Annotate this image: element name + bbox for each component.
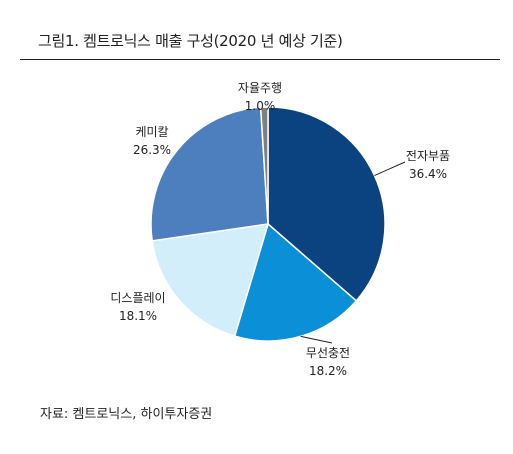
slice-value-label: 18.2%	[309, 364, 347, 378]
leader-line	[374, 161, 406, 176]
chart-title: 그림1. 켐트로닉스 매출 구성(2020 년 예상 기준)	[38, 32, 343, 50]
title-divider	[20, 59, 500, 60]
slice-label: 케미칼	[135, 125, 168, 139]
slice-label: 전자부품	[406, 149, 450, 163]
slice-label: 무선충전	[306, 346, 350, 360]
slice-value-label: 18.1%	[119, 309, 157, 323]
source-note: 자료: 켐트로닉스, 하이투자증권	[40, 407, 213, 422]
leader-line	[300, 335, 333, 344]
slice-value-label: 1.0%	[245, 99, 276, 113]
pie-slice	[259, 106, 269, 225]
slice-value-label: 36.4%	[409, 167, 447, 181]
pie-slice	[151, 223, 270, 338]
slice-value-label: 26.3%	[133, 143, 171, 157]
slice-label: 디스플레이	[110, 291, 165, 305]
slice-label: 자율주행	[238, 80, 282, 95]
pie-slice	[150, 106, 269, 242]
pie-slice	[233, 222, 358, 342]
